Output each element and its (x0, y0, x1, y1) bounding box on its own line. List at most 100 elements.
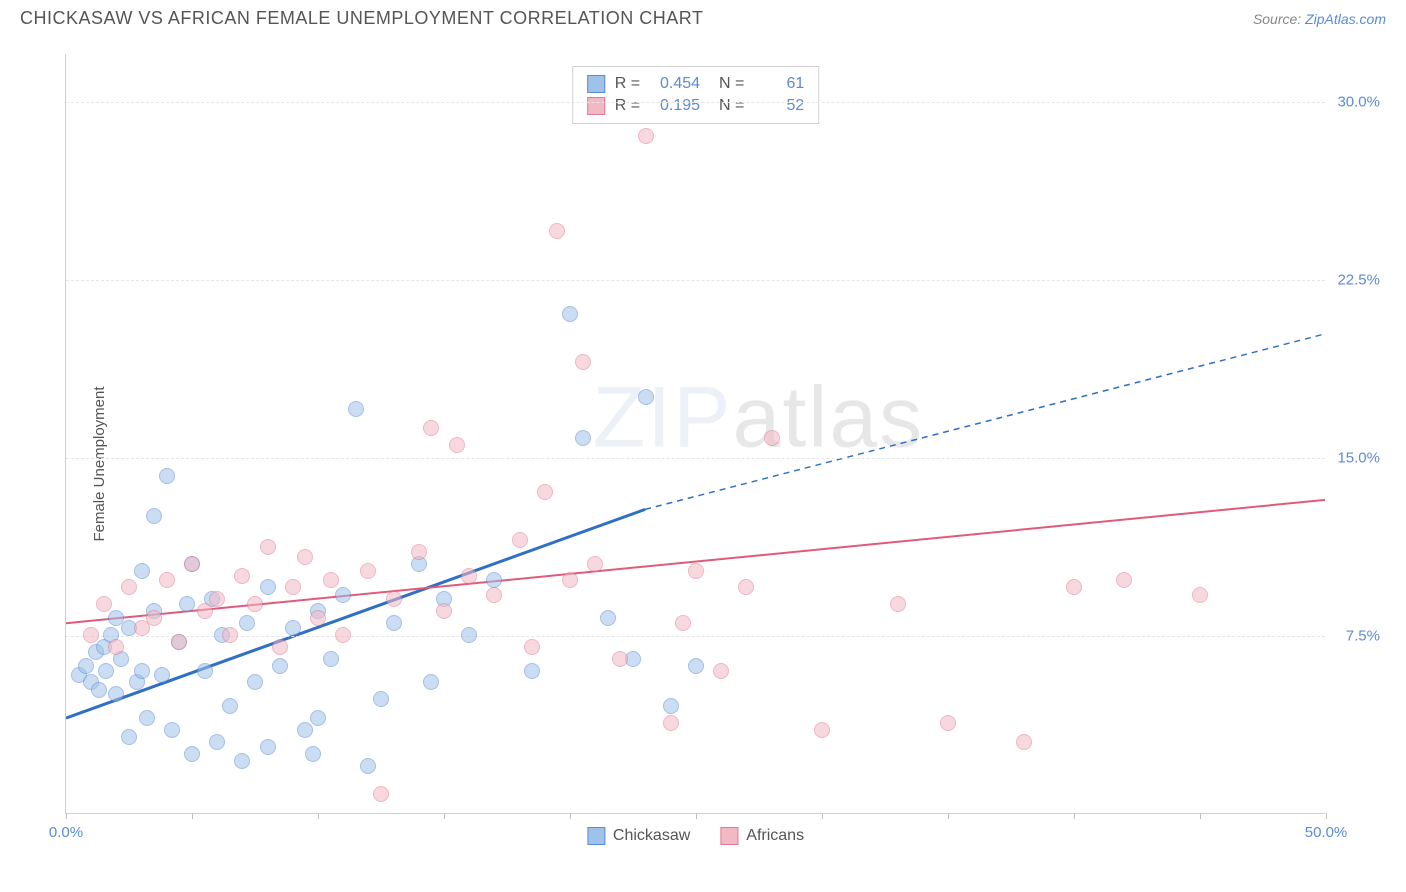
header: CHICKASAW VS AFRICAN FEMALE UNEMPLOYMENT… (0, 0, 1406, 33)
scatter-point (184, 556, 200, 572)
scatter-point (814, 722, 830, 738)
source-prefix: Source: (1253, 11, 1305, 27)
scatter-point (247, 674, 263, 690)
scatter-point (222, 627, 238, 643)
scatter-point (423, 420, 439, 436)
scatter-point (524, 639, 540, 655)
scatter-point (164, 722, 180, 738)
scatter-point (91, 682, 107, 698)
scatter-point (171, 634, 187, 650)
y-tick-label: 22.5% (1337, 271, 1380, 288)
scatter-point (121, 729, 137, 745)
y-tick-label: 7.5% (1346, 627, 1380, 644)
x-tick (318, 813, 319, 819)
scatter-point (323, 651, 339, 667)
scatter-point (247, 596, 263, 612)
stat-r-label: R = (615, 75, 640, 93)
gridline (66, 636, 1325, 637)
scatter-point (461, 627, 477, 643)
x-tick (822, 813, 823, 819)
x-tick (66, 813, 67, 819)
scatter-point (386, 591, 402, 607)
scatter-point (537, 484, 553, 500)
scatter-point (260, 739, 276, 755)
scatter-point (260, 579, 276, 595)
scatter-point (486, 587, 502, 603)
scatter-point (310, 610, 326, 626)
watermark-zip: ZIP (593, 370, 733, 466)
stats-legend-box: R =0.454 N =61R =0.195 N =52 (572, 66, 820, 124)
scatter-point (159, 572, 175, 588)
x-tick (696, 813, 697, 819)
gridline (66, 280, 1325, 281)
legend-label: Africans (746, 827, 804, 845)
scatter-point (98, 663, 114, 679)
scatter-point (638, 128, 654, 144)
scatter-point (335, 587, 351, 603)
y-tick-label: 30.0% (1337, 93, 1380, 110)
stat-r-label: R = (615, 97, 640, 115)
x-tick (948, 813, 949, 819)
scatter-point (272, 639, 288, 655)
scatter-point (436, 603, 452, 619)
scatter-point (764, 430, 780, 446)
scatter-point (373, 691, 389, 707)
scatter-point (688, 563, 704, 579)
scatter-point (179, 596, 195, 612)
scatter-point (96, 596, 112, 612)
stat-n-label: N = (710, 97, 744, 115)
legend-item: Chickasaw (587, 827, 690, 845)
stat-r-value: 0.454 (650, 75, 700, 93)
scatter-point (587, 556, 603, 572)
scatter-point (260, 539, 276, 555)
scatter-point (549, 223, 565, 239)
scatter-point (373, 786, 389, 802)
gridline (66, 102, 1325, 103)
scatter-point (310, 710, 326, 726)
y-tick-label: 15.0% (1337, 449, 1380, 466)
stat-n-label: N = (710, 75, 744, 93)
scatter-point (197, 663, 213, 679)
watermark-atlas: atlas (733, 370, 925, 466)
bottom-legend: Chickasaw Africans (587, 827, 804, 845)
scatter-point (121, 579, 137, 595)
x-tick-label: 50.0% (1305, 824, 1348, 841)
scatter-point (134, 663, 150, 679)
scatter-point (562, 572, 578, 588)
x-tick (1074, 813, 1075, 819)
scatter-point (146, 610, 162, 626)
scatter-point (600, 610, 616, 626)
scatter-point (305, 746, 321, 762)
scatter-point (461, 568, 477, 584)
watermark: ZIPatlas (593, 369, 924, 468)
source-attribution: Source: ZipAtlas.com (1253, 11, 1386, 27)
scatter-point (154, 667, 170, 683)
plot-area: ZIPatlas R =0.454 N =61R =0.195 N =52 Ch… (65, 54, 1325, 814)
source-link[interactable]: ZipAtlas.com (1305, 11, 1386, 27)
scatter-point (663, 715, 679, 731)
scatter-point (524, 663, 540, 679)
scatter-point (348, 401, 364, 417)
scatter-point (159, 468, 175, 484)
scatter-point (139, 710, 155, 726)
x-tick (1200, 813, 1201, 819)
scatter-point (83, 627, 99, 643)
x-tick (444, 813, 445, 819)
scatter-point (108, 639, 124, 655)
legend-item: Africans (720, 827, 804, 845)
scatter-point (940, 715, 956, 731)
scatter-point (234, 753, 250, 769)
legend-swatch (587, 75, 605, 93)
scatter-point (738, 579, 754, 595)
scatter-point (386, 615, 402, 631)
scatter-point (285, 579, 301, 595)
scatter-point (562, 306, 578, 322)
scatter-point (360, 758, 376, 774)
stat-n-value: 52 (754, 97, 804, 115)
stat-r-value: 0.195 (650, 97, 700, 115)
scatter-point (360, 563, 376, 579)
scatter-point (239, 615, 255, 631)
scatter-point (1066, 579, 1082, 595)
legend-label: Chickasaw (613, 827, 690, 845)
scatter-point (663, 698, 679, 714)
